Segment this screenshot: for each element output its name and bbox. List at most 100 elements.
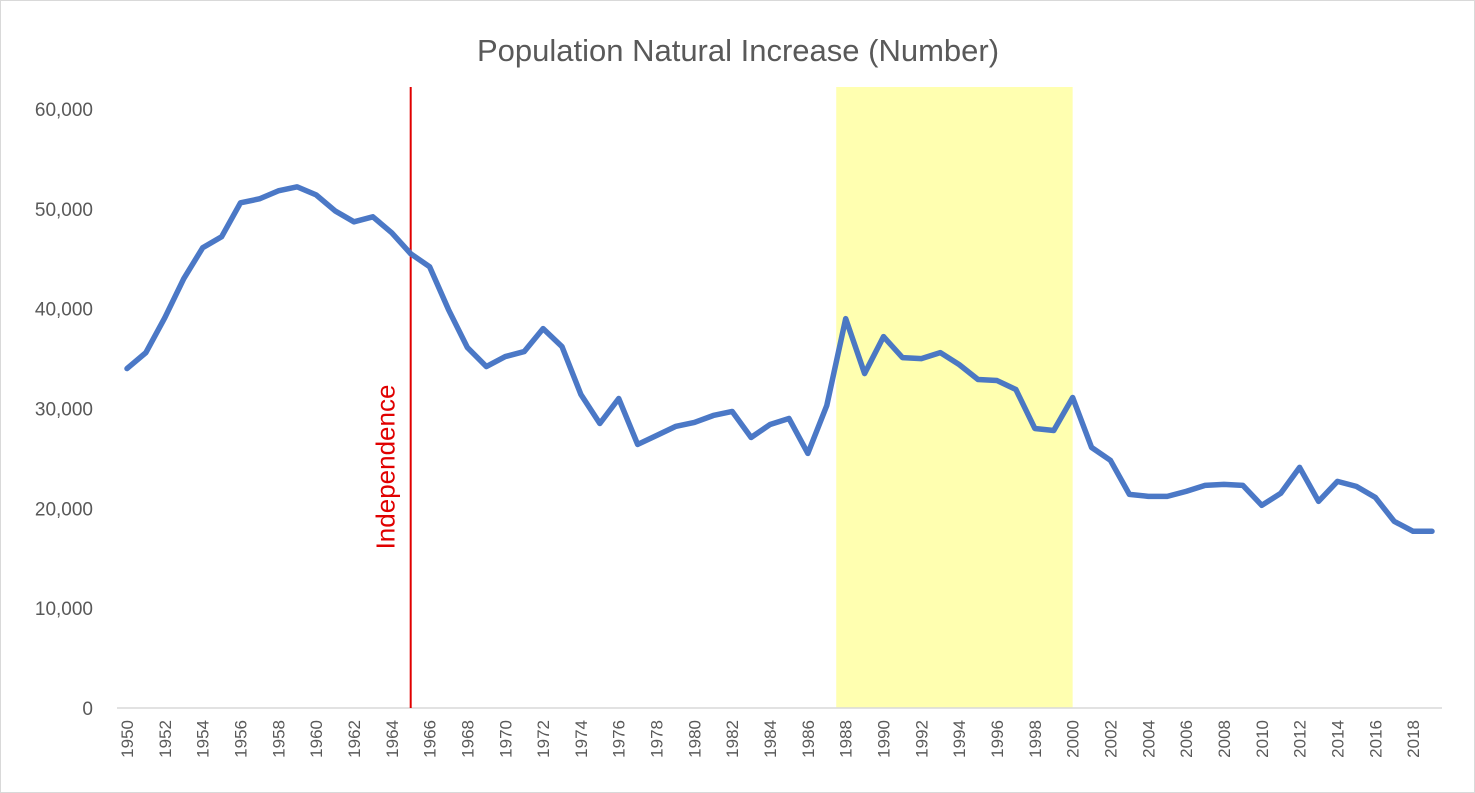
data-point [522, 349, 526, 353]
data-point [825, 403, 829, 407]
data-point [749, 435, 753, 439]
x-tick-label: 1984 [761, 720, 780, 758]
x-tick-label: 1988 [837, 720, 856, 758]
data-point [654, 433, 658, 437]
x-tick-label: 1966 [421, 720, 440, 758]
x-tick-label: 2008 [1215, 720, 1234, 758]
x-tick-label: 1994 [950, 720, 969, 758]
data-point [541, 326, 545, 330]
x-tick-label: 1954 [194, 720, 213, 758]
data-point [352, 220, 356, 224]
data-point [881, 334, 885, 338]
data-point [579, 392, 583, 396]
y-tick-label: 20,000 [35, 499, 93, 520]
data-point [163, 315, 167, 319]
x-tick-label: 1992 [912, 720, 931, 758]
data-point [371, 215, 375, 219]
x-tick-label: 2002 [1101, 720, 1120, 758]
x-tick-label: 2018 [1404, 720, 1423, 758]
data-point [408, 252, 412, 256]
x-tick-label: 1986 [799, 720, 818, 758]
data-point [598, 421, 602, 425]
data-point [1241, 483, 1245, 487]
x-tick-label: 1972 [534, 720, 553, 758]
data-point [144, 350, 148, 354]
data-point [768, 422, 772, 426]
data-point [1146, 494, 1150, 498]
x-tick-label: 1998 [1026, 720, 1045, 758]
data-point [673, 424, 677, 428]
data-point [1278, 491, 1282, 495]
data-point [446, 307, 450, 311]
x-tick-label: 2010 [1253, 720, 1272, 758]
data-point [692, 420, 696, 424]
data-point [560, 344, 564, 348]
data-point [200, 246, 204, 250]
data-point [1070, 395, 1074, 399]
x-tick-label: 1996 [988, 720, 1007, 758]
data-point [182, 277, 186, 281]
x-tick-label: 1978 [648, 720, 667, 758]
highlight-region-layer [836, 87, 1073, 708]
data-point [617, 396, 621, 400]
data-point [390, 231, 394, 235]
x-tick-label: 1962 [345, 720, 364, 758]
y-tick-label: 60,000 [35, 100, 93, 121]
x-tick-label: 1968 [458, 720, 477, 758]
data-point [238, 201, 242, 205]
x-tick-label: 1980 [685, 720, 704, 758]
data-point [1108, 458, 1112, 462]
data-point [484, 364, 488, 368]
data-point [1392, 519, 1396, 523]
x-tick-label: 1990 [875, 720, 894, 758]
data-point [295, 185, 299, 189]
data-point [995, 378, 999, 382]
x-axis: 1950 1952 1954 1956 1958 1960 1962 1964 1966 1968… [117, 707, 1442, 758]
data-point [1335, 479, 1339, 483]
data-point [1127, 492, 1131, 496]
data-point [333, 209, 337, 213]
data-point [938, 350, 942, 354]
x-tick-label: 1958 [269, 720, 288, 758]
data-point [1089, 445, 1093, 449]
y-tick-label: 10,000 [35, 599, 93, 620]
data-point [219, 235, 223, 239]
data-point [1411, 529, 1415, 533]
data-point [900, 355, 904, 359]
data-point [1222, 482, 1226, 486]
data-point [730, 409, 734, 413]
x-tick-label: 1950 [118, 720, 137, 758]
y-tick-label: 40,000 [35, 300, 93, 321]
data-point [1165, 494, 1169, 498]
data-point [276, 189, 280, 193]
data-point [1354, 484, 1358, 488]
data-point [1297, 465, 1301, 469]
y-tick-label: 30,000 [35, 400, 93, 421]
data-point [711, 413, 715, 417]
data-point [919, 356, 923, 360]
data-point [257, 197, 261, 201]
series-line [124, 184, 1435, 535]
data-point [957, 362, 961, 366]
data-point [465, 345, 469, 349]
data-point [635, 442, 639, 446]
x-tick-label: 1964 [383, 720, 402, 758]
data-point [1033, 426, 1037, 430]
x-tick-label: 2014 [1328, 720, 1347, 758]
highlight-region [836, 87, 1073, 708]
x-tick-label: 2006 [1177, 720, 1196, 758]
independence-label: Independence [371, 385, 401, 550]
x-tick-label: 2016 [1366, 720, 1385, 758]
data-point [503, 354, 507, 358]
data-point [314, 193, 318, 197]
x-tick-label: 1970 [496, 720, 515, 758]
x-tick-label: 1982 [723, 720, 742, 758]
data-point [1184, 489, 1188, 493]
data-point [1014, 387, 1018, 391]
x-tick-label: 1960 [307, 720, 326, 758]
data-point [862, 371, 866, 375]
y-tick-label: 0 [82, 699, 93, 720]
data-point [806, 451, 810, 455]
